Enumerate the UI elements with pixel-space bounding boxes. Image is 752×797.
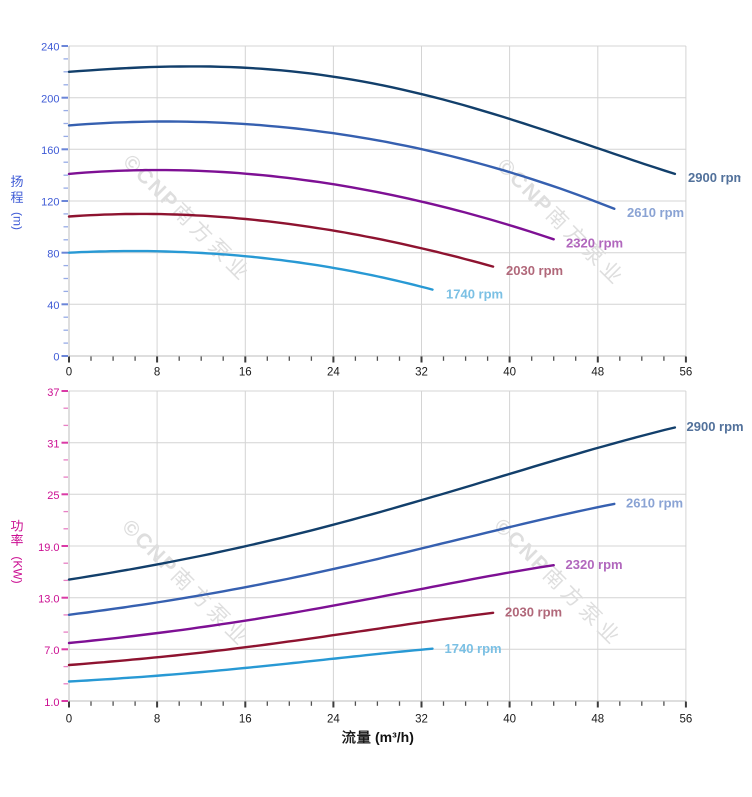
svg-text:48: 48 [591,713,604,725]
svg-text:40: 40 [503,713,516,725]
svg-text:48: 48 [591,367,604,379]
svg-text:32: 32 [415,713,428,725]
svg-text:80: 80 [47,248,59,260]
svg-text:56: 56 [680,367,693,379]
svg-text:1.0: 1.0 [44,697,59,709]
svg-text:1740 rpm: 1740 rpm [445,641,502,656]
svg-text:0: 0 [53,352,59,364]
svg-text:(KW): (KW) [11,556,25,583]
svg-text:120: 120 [41,197,59,209]
svg-text:160: 160 [41,145,59,157]
svg-text:0: 0 [66,367,72,379]
svg-text:(m): (m) [11,212,25,230]
svg-text:13.0: 13.0 [38,594,59,606]
svg-text:16: 16 [239,713,252,725]
svg-text:(m³/h): (m³/h) [375,729,414,745]
svg-text:24: 24 [327,367,340,379]
svg-text:8: 8 [154,367,160,379]
svg-text:240: 240 [41,42,59,54]
svg-text:2900 rpm: 2900 rpm [688,170,745,185]
svg-text:7.0: 7.0 [44,645,59,657]
svg-text:32: 32 [415,367,428,379]
svg-text:19.0: 19.0 [38,542,59,554]
svg-text:8: 8 [154,713,160,725]
svg-text:31: 31 [47,439,59,451]
svg-text:2030 rpm: 2030 rpm [506,263,563,278]
svg-text:200: 200 [41,93,59,105]
svg-text:2610 rpm: 2610 rpm [626,496,683,511]
svg-text:16: 16 [239,367,252,379]
svg-text:40: 40 [47,300,59,312]
svg-text:25: 25 [47,490,59,502]
svg-text:37: 37 [47,387,59,399]
svg-text:2320 rpm: 2320 rpm [566,236,623,251]
svg-text:0: 0 [66,713,72,725]
svg-text:40: 40 [503,367,516,379]
svg-text:2610 rpm: 2610 rpm [627,205,684,220]
svg-text:56: 56 [680,713,693,725]
svg-text:2320 rpm: 2320 rpm [566,557,623,572]
svg-text:1740 rpm: 1740 rpm [446,287,503,302]
svg-text:2900 rpm: 2900 rpm [687,419,744,434]
svg-text:2030 rpm: 2030 rpm [505,605,562,620]
svg-text:24: 24 [327,713,340,725]
